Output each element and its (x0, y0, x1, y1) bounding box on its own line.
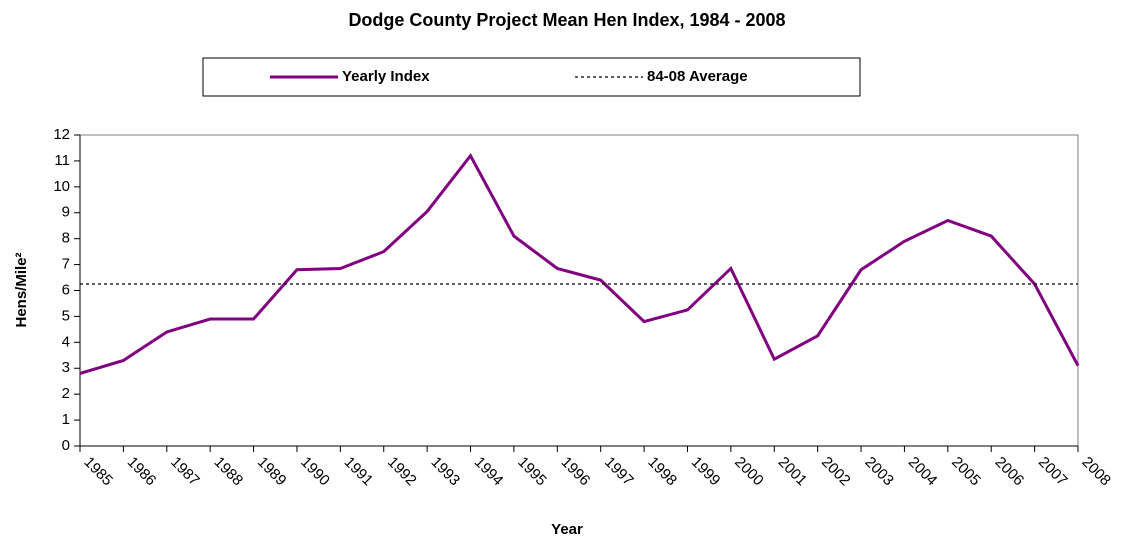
x-tick-label: 2002 (818, 454, 854, 490)
x-tick-label: 1988 (211, 454, 247, 490)
y-axis-title: Hens/Mile² (13, 252, 30, 327)
x-tick-label: 2006 (992, 454, 1028, 490)
x-tick-label: 1996 (558, 454, 594, 490)
x-tick-label: 1995 (514, 454, 550, 490)
y-tick-label: 9 (62, 204, 70, 221)
y-tick-label: 12 (53, 126, 70, 143)
y-tick-label: 6 (62, 281, 70, 298)
series-line (79, 152, 1080, 375)
y-tick-label: 1 (62, 411, 70, 428)
y-tick-label: 5 (62, 307, 70, 324)
x-tick-label: 2008 (1078, 454, 1114, 490)
x-tick-label: 1997 (601, 454, 637, 490)
y-tick-label: 0 (62, 437, 70, 454)
x-tick-label: 2005 (948, 454, 984, 490)
x-tick-label: 2000 (731, 454, 767, 490)
x-tick-label: 1987 (167, 454, 203, 490)
x-tick-label: 1986 (124, 454, 160, 490)
y-tick-label: 10 (53, 178, 70, 195)
x-axis-title: Year (551, 521, 583, 538)
legend-label: 84-08 Average (647, 68, 748, 85)
x-tick-label: 2004 (905, 454, 941, 490)
y-tick-label: 7 (62, 256, 70, 273)
plot-area (79, 134, 1079, 447)
y-tick-label: 4 (62, 333, 70, 350)
x-tick-label: 1999 (688, 454, 724, 490)
y-tick-label: 3 (62, 359, 70, 376)
x-tick-label: 1994 (471, 454, 507, 490)
x-tick-label: 1998 (644, 454, 680, 490)
x-tick-label: 1993 (427, 454, 463, 490)
x-tick-label: 1985 (80, 454, 116, 490)
y-tick-label: 8 (62, 230, 70, 247)
x-tick-label: 2003 (861, 454, 897, 490)
chart-title: Dodge County Project Mean Hen Index, 198… (348, 10, 785, 30)
legend-label: Yearly Index (342, 68, 430, 85)
x-tick-label: 1990 (297, 454, 333, 490)
x-tick-label: 1992 (384, 454, 420, 490)
y-tick-label: 2 (62, 385, 70, 402)
x-tick-label: 1989 (254, 454, 290, 490)
y-tick-label: 11 (54, 152, 70, 169)
x-tick-label: 1991 (341, 454, 377, 490)
x-tick-label: 2007 (1035, 454, 1071, 490)
x-tick-label: 2001 (775, 454, 811, 490)
